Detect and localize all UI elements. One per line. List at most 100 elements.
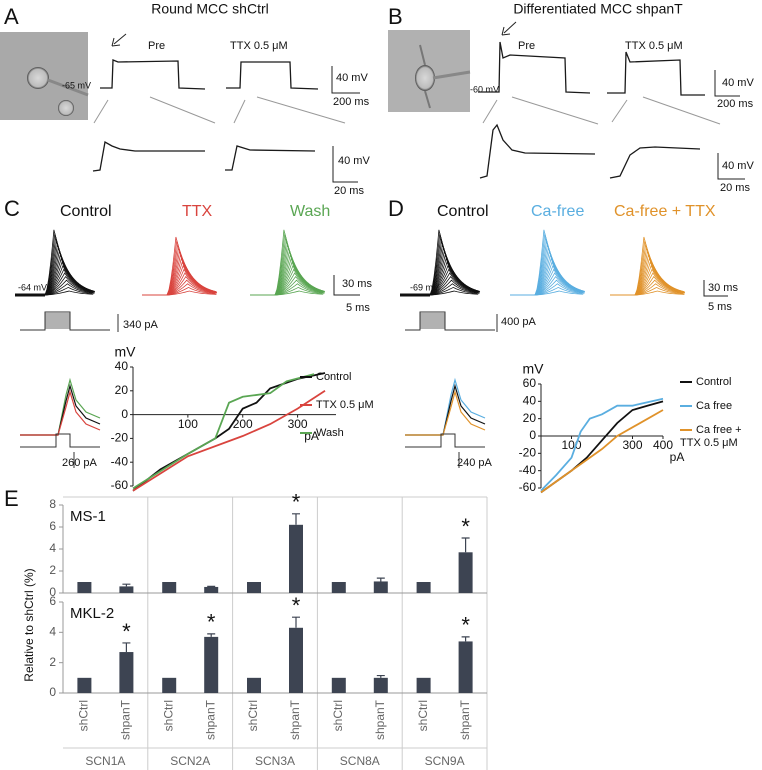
error-bar — [122, 642, 131, 653]
significance-star: * — [461, 514, 470, 539]
legend-swatch — [300, 376, 312, 379]
x-tick-label: shpanT — [373, 699, 387, 740]
trace — [405, 229, 479, 296]
y-tick-label: 0 — [529, 428, 536, 442]
trace — [250, 272, 325, 296]
y-axis-label: mV — [115, 344, 137, 360]
trace — [100, 59, 206, 90]
trace — [405, 272, 480, 296]
x-axis-label: pA — [670, 450, 685, 464]
condition-label: Ca-free — [531, 203, 584, 220]
y-tick-label: 4 — [49, 625, 56, 639]
trace — [610, 283, 683, 296]
y-tick-label: 2 — [49, 563, 56, 577]
legend-item: Control — [300, 371, 382, 384]
legend-swatch — [300, 432, 312, 435]
scale-label: 20 ms — [334, 185, 364, 197]
connector — [482, 99, 498, 124]
bar — [77, 582, 92, 593]
chart-title: MKL-2 — [70, 605, 114, 622]
error-bar — [122, 583, 131, 587]
data-line — [132, 373, 315, 490]
trace — [609, 146, 701, 179]
trace — [250, 229, 324, 296]
trace — [142, 236, 216, 296]
y-tick-label: -60 — [111, 478, 129, 492]
trace — [142, 290, 217, 296]
stimulus — [20, 433, 100, 448]
y-tick-label: -20 — [111, 431, 129, 445]
trace — [20, 279, 94, 296]
scale-label: 30 ms — [342, 278, 372, 290]
error-bar — [207, 585, 216, 587]
x-tick-label: 100 — [178, 417, 198, 431]
legend-label: Wash — [316, 427, 344, 439]
data-line — [540, 397, 664, 492]
trace — [510, 279, 584, 296]
scale-bar — [714, 70, 740, 97]
x-group-label: SCN1A — [85, 754, 125, 768]
stimulus-label: 400 pA — [501, 316, 537, 328]
bar — [119, 652, 134, 693]
x-group-label: SCN8A — [340, 754, 380, 768]
condition-label: Pre — [148, 40, 165, 52]
stimulus — [20, 311, 110, 331]
y-tick-label: 6 — [49, 519, 56, 533]
connector — [93, 99, 109, 124]
legend-label: Control — [696, 376, 732, 388]
error-bar — [207, 633, 216, 637]
stimulus — [405, 311, 495, 331]
y-tick-label: 2 — [49, 655, 56, 669]
y-tick-label: 6 — [49, 594, 56, 608]
y-tick-label: 4 — [49, 541, 56, 555]
bar — [289, 627, 303, 693]
x-tick-label: shpanT — [119, 699, 133, 740]
error-bar — [376, 577, 385, 582]
trace — [610, 275, 684, 296]
error-bar — [376, 674, 385, 678]
x-tick-label: shCtrl — [331, 700, 345, 731]
x-tick-label: shpanT — [203, 699, 217, 740]
y-tick-label: 40 — [523, 394, 537, 408]
bar — [373, 581, 388, 593]
stimulus-label: 240 pA — [457, 457, 493, 469]
trace — [20, 283, 95, 296]
bar — [331, 677, 346, 693]
panel-label: E — [4, 486, 19, 511]
y-tick-label: 0 — [49, 685, 56, 699]
trace — [479, 123, 596, 179]
error-bar — [461, 636, 470, 642]
scale-bar — [332, 146, 358, 183]
trace — [142, 279, 217, 296]
significance-star: * — [122, 619, 131, 644]
cell-photo — [388, 30, 471, 112]
bar — [162, 677, 177, 693]
legend-item: Control — [680, 376, 762, 389]
x-tick-label: shCtrl — [416, 700, 430, 731]
data-line — [540, 409, 664, 494]
trace — [510, 283, 585, 296]
arrow — [111, 33, 127, 47]
bar — [119, 586, 134, 593]
data-line — [132, 390, 326, 492]
x-tick-label: 400 — [653, 438, 673, 452]
y-tick-label: 0 — [121, 407, 128, 421]
bar — [247, 582, 261, 593]
x-tick-label: shpanT — [288, 699, 302, 740]
trace — [610, 272, 683, 296]
legend-label: TTX 0.5 μM — [316, 399, 374, 411]
scale-label: 40 mV — [722, 160, 754, 172]
x-tick-label: shCtrl — [246, 700, 260, 731]
y-tick-label: 20 — [115, 383, 129, 397]
condition-label: TTX 0.5 μM — [230, 40, 288, 52]
bar — [247, 677, 261, 693]
stimulus-label: 260 pA — [62, 457, 98, 469]
bar — [416, 677, 431, 693]
trace — [142, 272, 215, 296]
bar — [331, 582, 346, 593]
condition-label: Control — [60, 203, 112, 220]
trace — [610, 286, 684, 296]
scale-bar — [703, 280, 728, 297]
trace — [20, 272, 95, 296]
